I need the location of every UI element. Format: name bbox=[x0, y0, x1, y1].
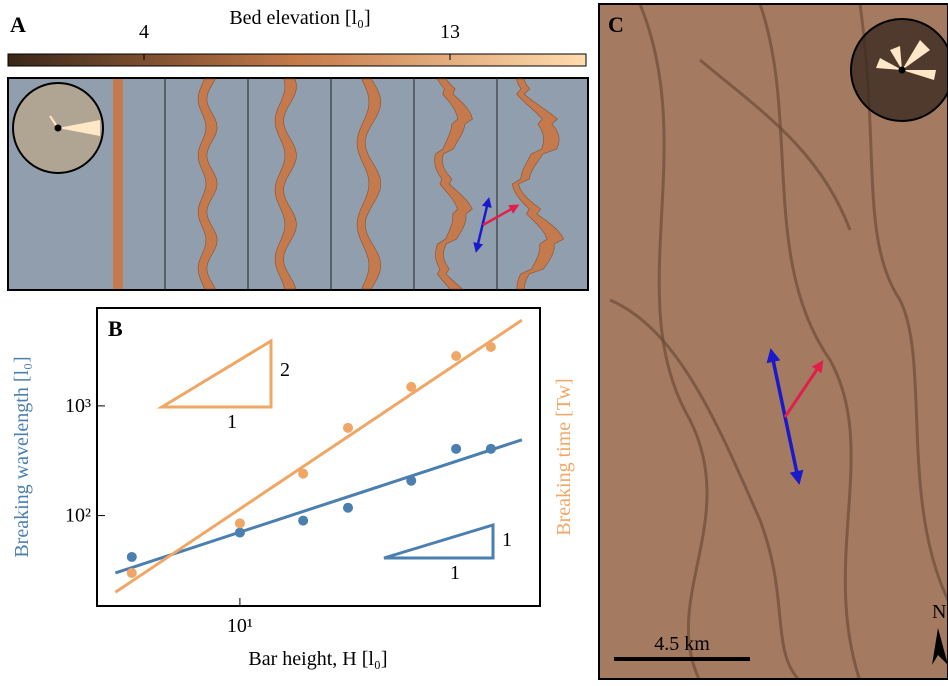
data-point bbox=[343, 502, 354, 513]
colorbar-title: Bed elevation [l₀] bbox=[229, 7, 370, 29]
slope-rise: 1 bbox=[502, 529, 512, 551]
rose-center bbox=[898, 66, 906, 74]
north-arrow bbox=[932, 628, 948, 665]
panel-frame bbox=[7, 77, 589, 291]
dune-ridge bbox=[638, 4, 709, 679]
sand-bar bbox=[356, 78, 382, 290]
sand-bar bbox=[197, 78, 218, 290]
data-point bbox=[343, 422, 354, 433]
y-tick-label: 10² bbox=[65, 505, 91, 527]
colorbar-tick-label: 4 bbox=[139, 21, 149, 43]
data-point bbox=[298, 468, 309, 479]
panel-label: A bbox=[10, 12, 26, 37]
satellite-panel bbox=[599, 4, 948, 679]
y-tick-label: 10³ bbox=[65, 395, 91, 417]
rose-petal bbox=[876, 40, 936, 80]
data-point bbox=[406, 475, 417, 486]
arrow bbox=[473, 197, 492, 253]
fit-line bbox=[114, 438, 523, 575]
sand-bar bbox=[511, 78, 565, 290]
fit-line bbox=[114, 318, 523, 594]
data-point bbox=[485, 443, 496, 454]
slope-run: 1 bbox=[227, 411, 237, 433]
arrow bbox=[482, 204, 520, 227]
sand-bar bbox=[434, 78, 473, 290]
data-point bbox=[406, 381, 417, 392]
scale-bar-label: 4.5 km bbox=[654, 633, 710, 655]
colorbar-tick-label: 13 bbox=[440, 21, 460, 43]
y2-axis-label: Breaking time [Tw] bbox=[553, 378, 575, 535]
data-point bbox=[126, 551, 137, 562]
panel-frame bbox=[598, 3, 948, 680]
data-point bbox=[234, 518, 245, 529]
sand-bar bbox=[113, 79, 123, 289]
dune-ridge bbox=[758, 4, 861, 679]
rose-petal bbox=[58, 120, 100, 136]
plot-frame bbox=[96, 307, 541, 607]
dune-ridge bbox=[858, 4, 948, 601]
rose-center bbox=[54, 124, 62, 132]
x-tick-label: 10¹ bbox=[227, 615, 253, 637]
panel-label: B bbox=[108, 316, 123, 341]
data-point bbox=[298, 515, 309, 526]
arrow bbox=[783, 360, 824, 418]
colorbar bbox=[7, 53, 587, 67]
dune-ridge bbox=[699, 58, 852, 231]
slope-triangle bbox=[156, 338, 273, 409]
data-point bbox=[234, 527, 245, 538]
data-point bbox=[126, 567, 137, 578]
slope-rise: 2 bbox=[280, 359, 290, 381]
x-axis-label: Bar height, H [l₀] bbox=[248, 648, 387, 670]
y-axis-label: Breaking wavelength [l₀] bbox=[11, 356, 33, 557]
north-label: N bbox=[932, 601, 946, 623]
panel-label: C bbox=[608, 12, 624, 37]
data-point bbox=[451, 443, 462, 454]
data-point bbox=[485, 342, 496, 353]
sand-bar bbox=[274, 78, 297, 290]
slope-triangle bbox=[383, 522, 495, 560]
data-point bbox=[451, 350, 462, 361]
slope-run: 1 bbox=[450, 562, 460, 584]
simulation-panel bbox=[7, 77, 589, 291]
dune-ridge bbox=[609, 298, 801, 679]
